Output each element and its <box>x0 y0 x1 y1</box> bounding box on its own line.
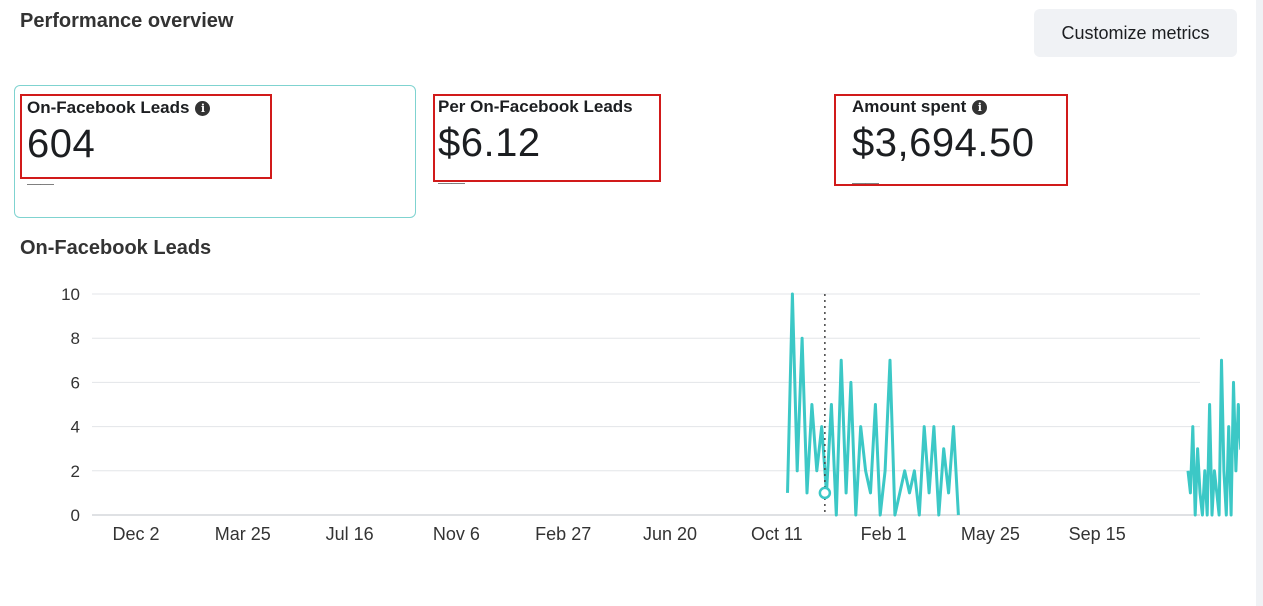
y-tick-label: 6 <box>71 373 80 392</box>
y-axis-ticks: 0 2 4 6 8 10 <box>61 285 80 525</box>
metric-label-text: On-Facebook Leads <box>27 98 190 117</box>
leads-line-chart: 0 2 4 6 8 10 Dec 2 Mar 25 Jul 16 Nov 6 Feb 27 Jun … <box>61 285 1240 544</box>
y-tick-label: 2 <box>71 462 80 481</box>
chart-title: On-Facebook Leads <box>20 237 212 259</box>
metric-delta-cost-per-lead: —— <box>438 174 465 190</box>
hover-point[interactable] <box>818 486 832 500</box>
section-title: Performance overview <box>20 10 234 32</box>
metric-label-text: Per On-Facebook Leads <box>438 97 633 116</box>
info-icon[interactable]: i <box>972 99 988 115</box>
metric-label-text: Amount spent <box>852 97 967 116</box>
metric-value-cost-per-lead: $6.12 <box>438 121 541 165</box>
x-tick-label: Nov 6 <box>433 524 480 544</box>
series-line-segment-1[interactable] <box>1186 316 1240 517</box>
x-tick-label: Dec 2 <box>112 524 159 544</box>
metric-label-cost-per-lead: Per On-Facebook Leads <box>438 97 633 117</box>
metric-label-leads: On-Facebook Leads i <box>27 98 211 118</box>
info-icon[interactable]: i <box>195 100 211 116</box>
scroll-gutter <box>1256 0 1263 606</box>
hover-indicator <box>818 294 832 515</box>
metric-delta-leads: —— <box>27 175 54 191</box>
series-line-segment-0[interactable] <box>786 292 960 517</box>
metric-delta-amount-spent: —— <box>852 174 879 190</box>
x-tick-label: Feb 27 <box>535 524 591 544</box>
metric-label-amount-spent: Amount spent i <box>852 97 1034 117</box>
series-leads <box>786 292 1240 517</box>
customize-metrics-button[interactable]: Customize metrics <box>1034 9 1237 57</box>
metric-card-leads[interactable]: On-Facebook Leads i 604 —— <box>14 85 416 218</box>
metric-card-cost-per-lead[interactable]: Per On-Facebook Leads $6.12 —— <box>426 85 828 218</box>
x-tick-label: Mar 25 <box>215 524 271 544</box>
y-tick-label: 0 <box>71 506 80 525</box>
y-tick-label: 4 <box>71 418 80 437</box>
x-tick-label: Feb 1 <box>861 524 907 544</box>
x-tick-label: Jun 20 <box>643 524 697 544</box>
x-tick-label: Sep 15 <box>1069 524 1126 544</box>
x-tick-label: Oct 11 <box>751 524 803 544</box>
chart-gridlines <box>92 293 1200 516</box>
metric-card-amount-spent[interactable]: Amount spent i $3,694.50 —— <box>840 85 1242 218</box>
x-tick-label: Jul 16 <box>326 524 374 544</box>
metric-value-amount-spent: $3,694.50 <box>852 121 1035 165</box>
x-axis-ticks: Dec 2 Mar 25 Jul 16 Nov 6 Feb 27 Jun 20 Oct 11… <box>112 524 1125 544</box>
x-tick-label: May 25 <box>961 524 1020 544</box>
y-tick-label: 8 <box>71 329 80 348</box>
y-tick-label: 10 <box>61 285 80 304</box>
metric-value-leads: 604 <box>27 122 96 166</box>
